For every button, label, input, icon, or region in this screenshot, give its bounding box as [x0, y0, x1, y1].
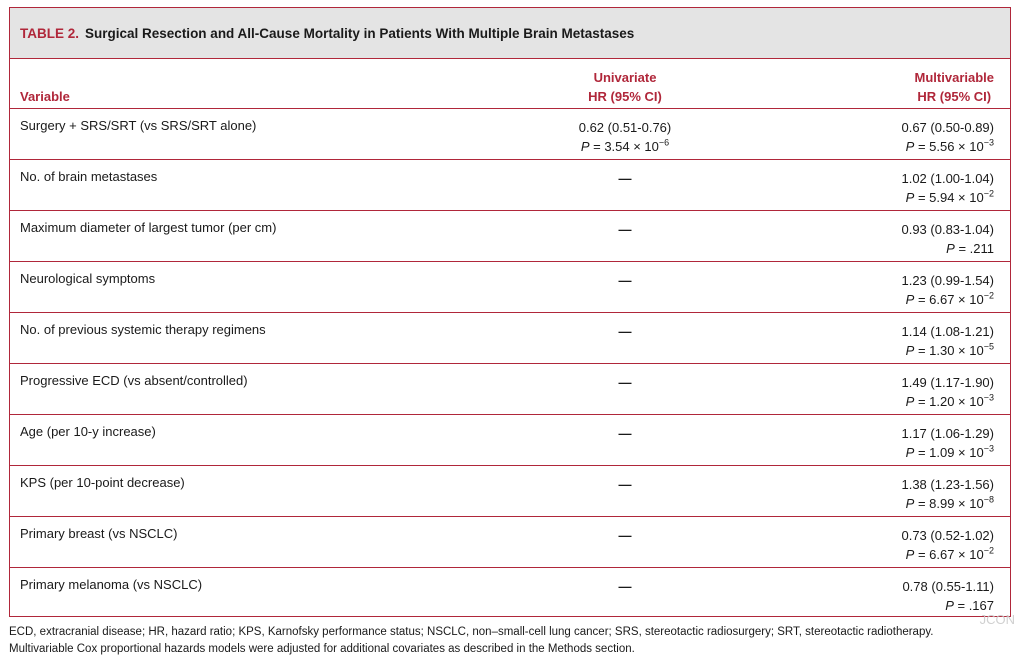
variable-cell: Maximum diameter of largest tumor (per c… — [20, 220, 277, 235]
not-applicable-dash: — — [618, 273, 632, 288]
not-applicable-dash: — — [618, 426, 632, 441]
univariate-cell: — — [530, 475, 720, 494]
table-row: Neurological symptoms — 1.23 (0.99-1.54)… — [10, 262, 1010, 313]
multivariable-cell: 1.23 (0.99-1.54) P = 6.67 × 10−2 — [901, 271, 994, 309]
univariate-cell: — — [530, 424, 720, 443]
multivariable-p: P = 1.09 × 10−3 — [905, 443, 994, 460]
variable-cell: Primary melanoma (vs NSCLC) — [20, 577, 203, 592]
multivariable-p: P = 1.30 × 10−5 — [905, 341, 994, 358]
multivariable-p: P = 5.56 × 10−3 — [905, 137, 994, 154]
multivariable-p: P = 6.67 × 10−2 — [905, 290, 994, 307]
table-row: Primary melanoma (vs NSCLC) — 0.78 (0.55… — [10, 568, 1010, 618]
header-multivariable-line1: Multivariable — [914, 70, 994, 85]
header-univariate: Univariate HR (95% CI) — [530, 68, 720, 106]
multivariable-hr: 0.93 (0.83-1.04) — [901, 222, 994, 237]
not-applicable-dash: — — [618, 222, 632, 237]
table-row: Surgery + SRS/SRT (vs SRS/SRT alone) 0.6… — [10, 109, 1010, 160]
multivariable-hr: 1.23 (0.99-1.54) — [901, 273, 994, 288]
header-univariate-line1: Univariate — [593, 70, 657, 85]
variable-cell: KPS (per 10-point decrease) — [20, 475, 185, 490]
table-row: Age (per 10-y increase) — 1.17 (1.06-1.2… — [10, 415, 1010, 466]
multivariable-p: P = .211 — [946, 241, 994, 256]
not-applicable-dash: — — [618, 375, 632, 390]
univariate-cell: — — [530, 271, 720, 290]
multivariable-cell: 0.73 (0.52-1.02) P = 6.67 × 10−2 — [901, 526, 994, 564]
table-header: Variable Univariate HR (95% CI) Multivar… — [10, 59, 1010, 109]
header-multivariable-line2: HR (95% CI) — [917, 89, 992, 104]
table-title: Surgical Resection and All-Cause Mortali… — [85, 25, 635, 41]
variable-cell: Neurological symptoms — [20, 271, 156, 286]
multivariable-cell: 1.17 (1.06-1.29) P = 1.09 × 10−3 — [901, 424, 994, 462]
table-row: KPS (per 10-point decrease) — 1.38 (1.23… — [10, 466, 1010, 517]
results-table: TABLE 2. Surgical Resection and All-Caus… — [9, 7, 1011, 617]
univariate-cell: — — [530, 220, 720, 239]
multivariable-cell: 0.93 (0.83-1.04) P = .211 — [901, 220, 994, 258]
table-row: Maximum diameter of largest tumor (per c… — [10, 211, 1010, 262]
header-multivariable: Multivariable HR (95% CI) — [915, 68, 994, 106]
table-footnotes: ECD, extracranial disease; HR, hazard ra… — [9, 624, 1019, 658]
univariate-cell: — — [530, 526, 720, 545]
multivariable-cell: 0.67 (0.50-0.89) P = 5.56 × 10−3 — [901, 118, 994, 156]
variable-cell: Progressive ECD (vs absent/controlled) — [20, 373, 248, 388]
table-row: No. of previous systemic therapy regimen… — [10, 313, 1010, 364]
not-applicable-dash: — — [618, 324, 632, 339]
univariate-cell: — — [530, 322, 720, 341]
footnote-methods: Multivariable Cox proportional hazards m… — [9, 643, 635, 655]
multivariable-p: P = 5.94 × 10−2 — [905, 188, 994, 205]
header-univariate-line2: HR (95% CI) — [588, 89, 662, 104]
univariate-hr: 0.62 (0.51-0.76) — [578, 120, 672, 135]
multivariable-cell: 1.14 (1.08-1.21) P = 1.30 × 10−5 — [901, 322, 994, 360]
univariate-cell: — — [530, 169, 720, 188]
table-row: Primary breast (vs NSCLC) — 0.73 (0.52-1… — [10, 517, 1010, 568]
univariate-cell: — — [530, 373, 720, 392]
not-applicable-dash: — — [618, 579, 632, 594]
multivariable-cell: 1.49 (1.17-1.90) P = 1.20 × 10−3 — [901, 373, 994, 411]
multivariable-cell: 1.02 (1.00-1.04) P = 5.94 × 10−2 — [901, 169, 994, 207]
multivariable-p: P = 1.20 × 10−3 — [905, 392, 994, 409]
univariate-cell: 0.62 (0.51-0.76) P = 3.54 × 10−6 — [530, 118, 720, 156]
header-variable: Variable — [20, 89, 70, 104]
univariate-p: P = 3.54 × 10−6 — [580, 137, 670, 154]
multivariable-p: P = 6.67 × 10−2 — [905, 545, 994, 562]
not-applicable-dash: — — [618, 528, 632, 543]
not-applicable-dash: — — [618, 477, 632, 492]
table-row: No. of brain metastases — 1.02 (1.00-1.0… — [10, 160, 1010, 211]
multivariable-hr: 0.67 (0.50-0.89) — [901, 120, 994, 135]
multivariable-hr: 1.17 (1.06-1.29) — [901, 426, 994, 441]
multivariable-hr: 1.02 (1.00-1.04) — [901, 171, 994, 186]
multivariable-p: P = .167 — [945, 598, 994, 613]
variable-cell: No. of previous systemic therapy regimen… — [20, 322, 266, 337]
variable-cell: No. of brain metastases — [20, 169, 158, 184]
table-label: TABLE 2. — [20, 25, 80, 41]
not-applicable-dash: — — [618, 171, 632, 186]
footnote-abbreviations: ECD, extracranial disease; HR, hazard ra… — [9, 626, 934, 638]
multivariable-p: P = 8.99 × 10−8 — [905, 494, 994, 511]
multivariable-hr: 1.38 (1.23-1.56) — [901, 477, 994, 492]
table-row: Progressive ECD (vs absent/controlled) —… — [10, 364, 1010, 415]
variable-cell: Primary breast (vs NSCLC) — [20, 526, 178, 541]
variable-cell: Surgery + SRS/SRT (vs SRS/SRT alone) — [20, 118, 257, 133]
table-title-bar: TABLE 2. Surgical Resection and All-Caus… — [10, 8, 1010, 59]
multivariable-hr: 1.49 (1.17-1.90) — [901, 375, 994, 390]
watermark: JCON — [979, 612, 1015, 627]
multivariable-cell: 1.38 (1.23-1.56) P = 8.99 × 10−8 — [901, 475, 994, 513]
multivariable-cell: 0.78 (0.55-1.11) P = .167 — [902, 577, 994, 615]
univariate-cell: — — [530, 577, 720, 596]
multivariable-hr: 0.78 (0.55-1.11) — [902, 579, 994, 594]
table-body: Surgery + SRS/SRT (vs SRS/SRT alone) 0.6… — [10, 109, 1010, 618]
variable-cell: Age (per 10-y increase) — [20, 424, 156, 439]
multivariable-hr: 0.73 (0.52-1.02) — [901, 528, 994, 543]
multivariable-hr: 1.14 (1.08-1.21) — [901, 324, 994, 339]
